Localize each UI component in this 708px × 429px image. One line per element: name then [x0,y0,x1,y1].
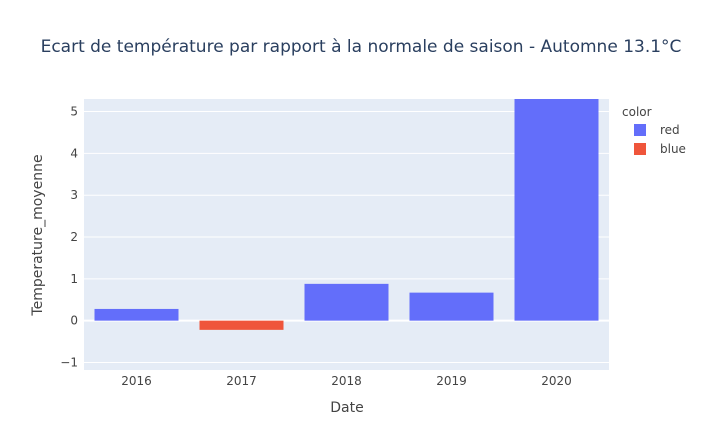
y-tick-label: −1 [60,355,78,369]
bar-2016[interactable] [94,308,179,321]
y-tick-label: 5 [70,105,78,119]
y-tick-label: 0 [70,314,78,328]
bar-2017[interactable] [199,320,284,330]
bar-2019[interactable] [409,292,494,321]
x-tick-label: 2018 [331,374,362,388]
x-axis-ticks: 2016 2017 2018 2019 2020 [121,374,572,388]
x-tick-label: 2019 [436,374,467,388]
legend-title: color [622,105,652,119]
x-tick-label: 2017 [226,374,257,388]
y-tick-label: 2 [70,230,78,244]
legend: color red blue [622,105,686,156]
y-tick-label: 4 [70,146,78,160]
x-axis-label: Date [330,400,363,416]
bars [94,99,599,330]
y-tick-label: 1 [70,272,78,286]
x-tick-label: 2020 [541,374,572,388]
y-axis-ticks: −1 0 1 2 3 4 5 [60,105,78,370]
legend-swatch-red[interactable] [634,124,646,136]
y-tick-label: 3 [70,188,78,202]
chart-title: Ecart de température par rapport à la no… [41,37,682,57]
legend-label-red[interactable]: red [660,123,680,137]
x-tick-label: 2016 [121,374,152,388]
legend-swatch-blue[interactable] [634,143,646,155]
bar-2020[interactable] [514,99,599,321]
y-axis-label: Temperature_moyenne [30,154,46,316]
bar-2018[interactable] [304,283,389,321]
legend-label-blue[interactable]: blue [660,142,686,156]
